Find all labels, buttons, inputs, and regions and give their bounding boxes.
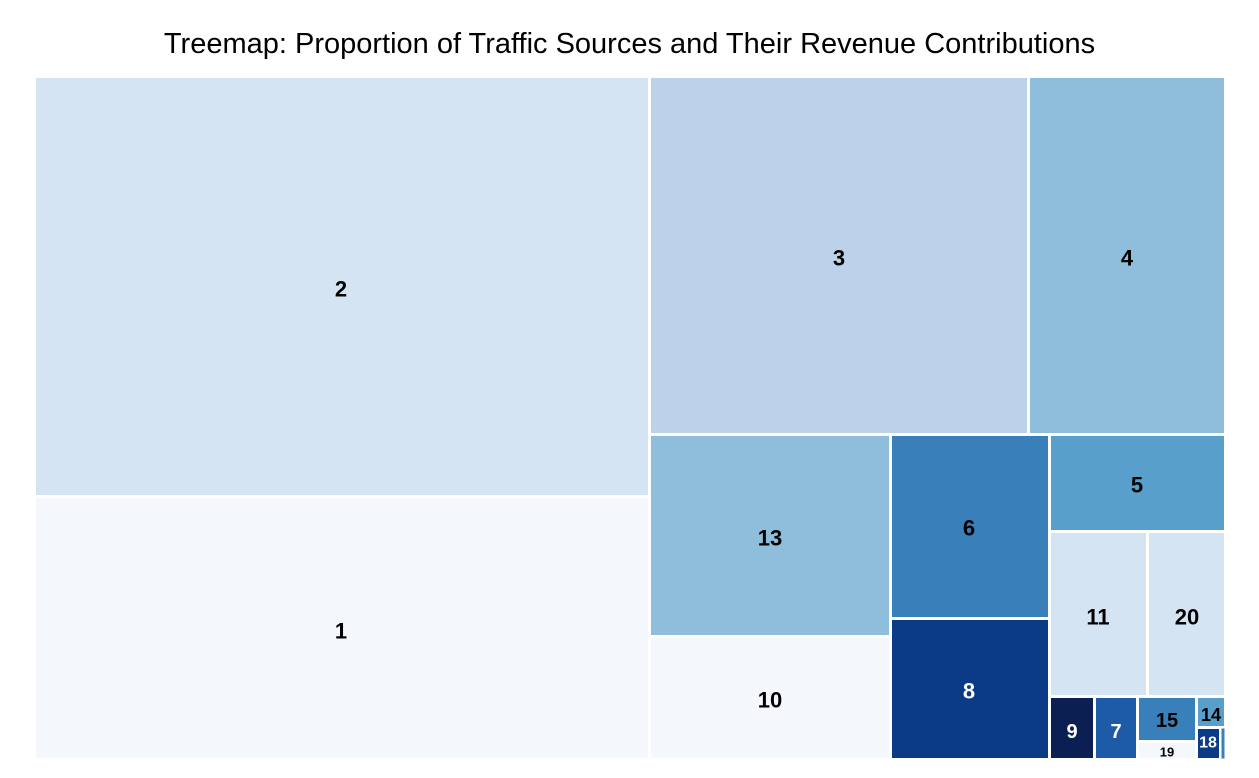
treemap-tile-label-9: 9 bbox=[1066, 721, 1077, 743]
treemap-tile-9 bbox=[1049, 696, 1095, 760]
treemap-tile-label-11: 11 bbox=[1086, 605, 1109, 630]
chart-title: Treemap: Proportion of Traffic Sources a… bbox=[163, 28, 1096, 60]
treemap-tile-20 bbox=[1147, 531, 1226, 697]
treemap-tile-label-10: 10 bbox=[758, 688, 782, 713]
treemap-tile-11 bbox=[1049, 531, 1148, 697]
treemap-tile-sliver bbox=[1220, 727, 1226, 760]
treemap-tile-19 bbox=[1137, 741, 1197, 760]
treemap-tile-label-2: 2 bbox=[335, 277, 347, 302]
treemap-tile-3 bbox=[649, 76, 1029, 435]
treemap-tile-label-8: 8 bbox=[963, 679, 975, 704]
treemap-tile-label-1: 1 bbox=[335, 619, 347, 644]
treemap-tile-label-5: 5 bbox=[1131, 473, 1143, 498]
treemap-tile-label-14: 14 bbox=[1201, 705, 1221, 725]
treemap-tile-label-6: 6 bbox=[963, 516, 975, 541]
treemap-tile-label-20: 20 bbox=[1175, 605, 1199, 630]
treemap-tile-1 bbox=[34, 496, 650, 760]
treemap-tile-2 bbox=[34, 76, 650, 497]
treemap-tile-label-15: 15 bbox=[1156, 710, 1178, 732]
treemap-tile-label-13: 13 bbox=[758, 526, 782, 551]
treemap-tile-label-18: 18 bbox=[1199, 735, 1217, 752]
treemap-tile-label-4: 4 bbox=[1121, 246, 1134, 271]
treemap-tile-label-19: 19 bbox=[1160, 745, 1174, 760]
treemap-tile-4 bbox=[1028, 76, 1226, 435]
treemap-tile-13 bbox=[649, 434, 891, 637]
treemap-tile-label-3: 3 bbox=[833, 246, 845, 271]
treemap-tile-label-7: 7 bbox=[1110, 721, 1121, 743]
